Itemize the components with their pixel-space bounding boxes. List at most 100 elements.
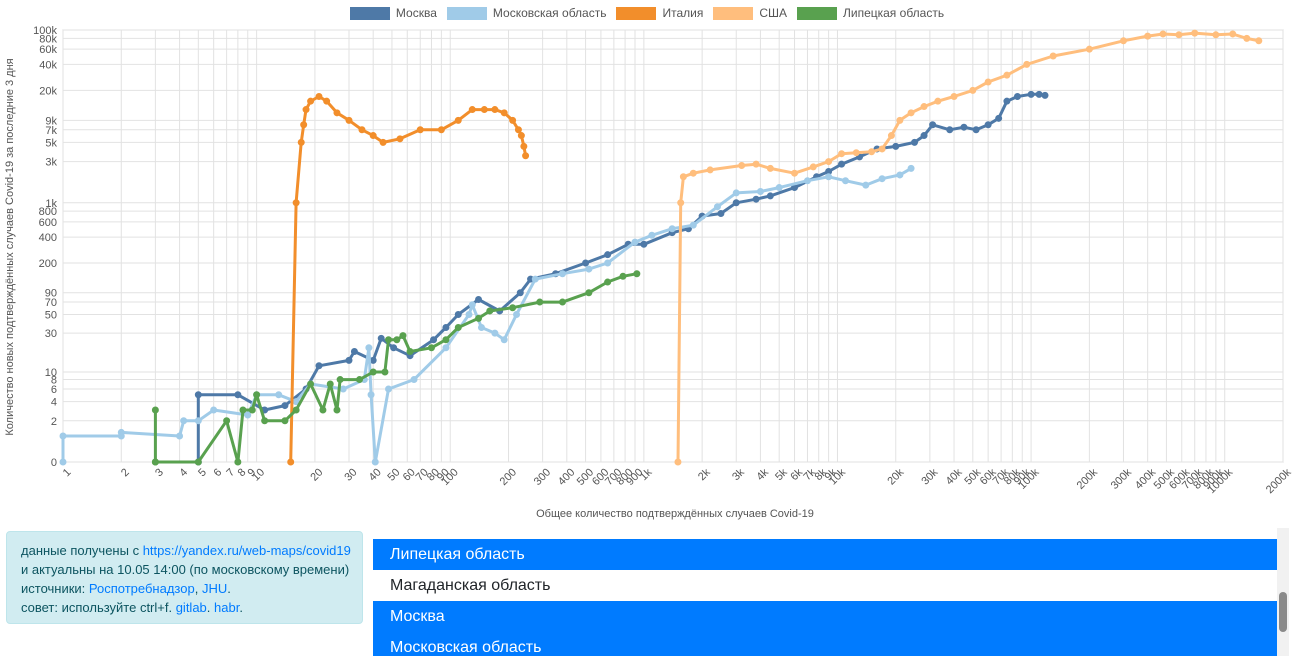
data-point[interactable] bbox=[1144, 32, 1152, 40]
data-point[interactable] bbox=[345, 356, 353, 364]
data-point[interactable] bbox=[862, 181, 870, 189]
data-point[interactable] bbox=[604, 278, 612, 286]
data-point[interactable] bbox=[950, 92, 958, 100]
data-point[interactable] bbox=[752, 195, 760, 203]
data-point[interactable] bbox=[248, 406, 256, 414]
data-point[interactable] bbox=[868, 148, 876, 156]
data-point[interactable] bbox=[406, 348, 414, 356]
data-point[interactable] bbox=[486, 307, 494, 315]
data-point[interactable] bbox=[766, 164, 774, 172]
data-point[interactable] bbox=[775, 184, 783, 192]
data-point[interactable] bbox=[960, 123, 968, 131]
data-point[interactable] bbox=[437, 126, 445, 134]
data-point[interactable] bbox=[1023, 60, 1031, 68]
data-point[interactable] bbox=[500, 336, 508, 344]
rospotrebnadzor-link[interactable]: Роспотребнадзор bbox=[88, 581, 195, 596]
data-point[interactable] bbox=[275, 391, 283, 399]
data-point[interactable] bbox=[1027, 90, 1035, 98]
data-point[interactable] bbox=[1085, 45, 1093, 53]
data-point[interactable] bbox=[984, 78, 992, 86]
data-point[interactable] bbox=[887, 132, 895, 140]
data-point[interactable] bbox=[513, 310, 521, 318]
data-point[interactable] bbox=[371, 458, 379, 466]
data-point[interactable] bbox=[969, 86, 977, 94]
data-point[interactable] bbox=[972, 126, 980, 134]
data-point[interactable] bbox=[679, 173, 687, 181]
data-point[interactable] bbox=[393, 336, 401, 344]
data-point[interactable] bbox=[315, 92, 323, 100]
data-point[interactable] bbox=[442, 324, 450, 332]
data-point[interactable] bbox=[1035, 90, 1043, 98]
data-point[interactable] bbox=[350, 348, 358, 356]
jhu-link[interactable]: JHU bbox=[201, 581, 228, 596]
data-point[interactable] bbox=[1212, 31, 1220, 39]
legend-item[interactable]: Москва bbox=[349, 6, 437, 20]
data-point[interactable] bbox=[326, 380, 334, 388]
data-point[interactable] bbox=[151, 406, 159, 414]
data-point[interactable] bbox=[410, 376, 418, 384]
data-point[interactable] bbox=[604, 251, 612, 259]
data-point[interactable] bbox=[841, 177, 849, 185]
data-point[interactable] bbox=[825, 173, 833, 181]
data-point[interactable] bbox=[878, 175, 886, 183]
data-point[interactable] bbox=[713, 203, 721, 211]
data-point[interactable] bbox=[907, 164, 915, 172]
data-point[interactable] bbox=[377, 334, 385, 342]
data-point[interactable] bbox=[852, 149, 860, 157]
data-point[interactable] bbox=[633, 270, 641, 278]
data-point[interactable] bbox=[369, 368, 377, 376]
data-point[interactable] bbox=[558, 270, 566, 278]
data-point[interactable] bbox=[468, 106, 476, 114]
data-point[interactable] bbox=[339, 385, 347, 393]
data-point[interactable] bbox=[223, 417, 231, 425]
data-point[interactable] bbox=[706, 166, 714, 174]
data-point[interactable] bbox=[292, 406, 300, 414]
data-point[interactable] bbox=[809, 163, 817, 171]
data-point[interactable] bbox=[558, 298, 566, 306]
legend-item[interactable]: Италия bbox=[616, 6, 703, 20]
data-point[interactable] bbox=[907, 109, 915, 117]
data-point[interactable] bbox=[194, 417, 202, 425]
data-point[interactable] bbox=[442, 344, 450, 352]
data-point[interactable] bbox=[517, 132, 525, 140]
data-point[interactable] bbox=[234, 458, 242, 466]
data-point[interactable] bbox=[920, 103, 928, 111]
data-point[interactable] bbox=[390, 344, 398, 352]
data-point[interactable] bbox=[803, 177, 811, 185]
data-point[interactable] bbox=[477, 324, 485, 332]
data-point[interactable] bbox=[752, 160, 760, 168]
region-option[interactable]: Липецкая область bbox=[373, 539, 1277, 570]
data-point[interactable] bbox=[281, 402, 289, 410]
data-point[interactable] bbox=[307, 380, 315, 388]
data-point[interactable] bbox=[399, 332, 407, 340]
data-point[interactable] bbox=[1159, 30, 1167, 38]
data-point[interactable] bbox=[509, 116, 517, 124]
data-point[interactable] bbox=[640, 240, 648, 248]
data-point[interactable] bbox=[920, 132, 928, 140]
data-point[interactable] bbox=[674, 458, 682, 466]
data-point[interactable] bbox=[500, 109, 508, 117]
data-point[interactable] bbox=[825, 158, 833, 166]
data-point[interactable] bbox=[911, 138, 919, 146]
data-point[interactable] bbox=[522, 152, 530, 160]
data-point[interactable] bbox=[520, 142, 528, 150]
data-point[interactable] bbox=[358, 126, 366, 134]
region-option[interactable]: Магаданская область bbox=[373, 570, 1277, 601]
data-point[interactable] bbox=[514, 126, 522, 134]
data-point[interactable] bbox=[385, 336, 393, 344]
data-point[interactable] bbox=[297, 138, 305, 146]
legend-item[interactable]: США bbox=[713, 6, 787, 20]
data-point[interactable] bbox=[367, 391, 375, 399]
gitlab-link[interactable]: gitlab bbox=[175, 600, 207, 615]
data-point[interactable] bbox=[509, 304, 517, 312]
data-point[interactable] bbox=[934, 97, 942, 105]
data-point[interactable] bbox=[468, 301, 476, 309]
data-point[interactable] bbox=[369, 132, 377, 140]
data-point[interactable] bbox=[194, 458, 202, 466]
scrollbar-thumb[interactable] bbox=[1279, 592, 1287, 632]
data-point[interactable] bbox=[253, 391, 261, 399]
data-point[interactable] bbox=[838, 160, 846, 168]
data-point[interactable] bbox=[480, 106, 488, 114]
data-point[interactable] bbox=[1013, 92, 1021, 100]
data-point[interactable] bbox=[689, 169, 697, 177]
